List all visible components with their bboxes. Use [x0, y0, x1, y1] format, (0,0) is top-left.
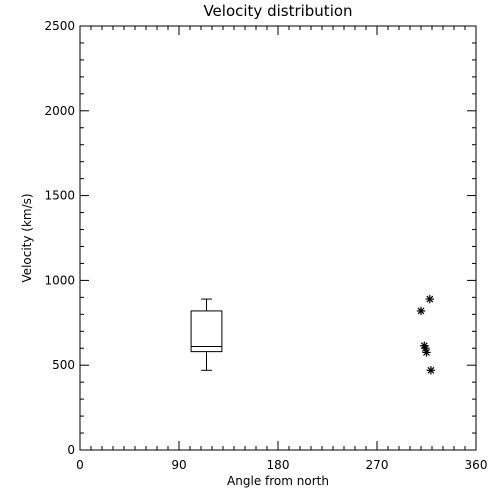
- data-point-star: [422, 348, 431, 357]
- y-tick-label: 1000: [44, 273, 75, 287]
- x-tick-label: 90: [171, 458, 186, 472]
- x-tick-label: 360: [465, 458, 488, 472]
- chart-title: Velocity distribution: [203, 2, 352, 20]
- y-tick-label: 500: [52, 358, 75, 372]
- major-ticks: [79, 25, 477, 451]
- y-axis-label: Velocity (km/s): [20, 193, 34, 282]
- box-iqr: [190, 310, 223, 353]
- x-tick-label: 270: [366, 458, 389, 472]
- x-tick-label: 180: [267, 458, 290, 472]
- data-point-star: [425, 294, 434, 304]
- y-tick-label: 2500: [44, 19, 75, 33]
- x-axis-label: Angle from north: [227, 474, 329, 488]
- data-point-star: [426, 366, 436, 375]
- data-point-star: [416, 306, 426, 316]
- tick-labels: 0 90 180 270 360 0 500 1000 1500 2000 2500: [44, 19, 487, 472]
- x-tick-label: 0: [76, 458, 84, 472]
- y-tick-label: 1500: [44, 189, 75, 203]
- boxplot: [190, 298, 223, 371]
- y-tick-label: 2000: [44, 104, 75, 118]
- minor-ticks: [80, 26, 476, 450]
- plot-frame: [79, 25, 477, 451]
- y-tick-label: 0: [67, 443, 75, 457]
- scatter-points: [416, 294, 436, 375]
